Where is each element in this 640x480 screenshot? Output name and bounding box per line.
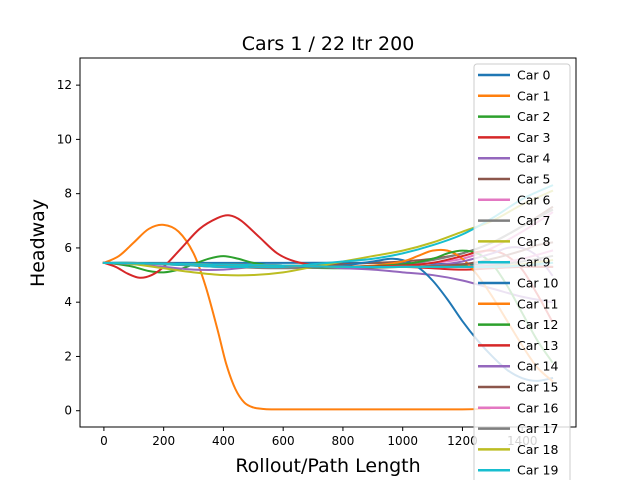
legend-label: Car 14 xyxy=(517,359,558,374)
legend-label: Car 4 xyxy=(517,151,551,166)
x-tick-label: 200 xyxy=(152,434,175,448)
legend-label: Car 7 xyxy=(517,213,550,228)
legend-label: Car 5 xyxy=(517,172,550,187)
x-tick-label: 1200 xyxy=(447,434,478,448)
legend-label: Car 1 xyxy=(517,88,550,103)
series-line-1 xyxy=(102,223,491,411)
legend-label: Car 16 xyxy=(517,400,558,415)
x-tick-label: 600 xyxy=(272,434,295,448)
legend-label: Car 13 xyxy=(517,338,558,353)
y-tick-label: 8 xyxy=(64,187,72,201)
legend-label: Car 10 xyxy=(517,276,558,291)
legend-label: Car 0 xyxy=(517,68,551,83)
y-tick-label: 6 xyxy=(64,241,72,255)
legend-label: Car 2 xyxy=(517,109,550,124)
x-tick-label: 0 xyxy=(100,434,108,448)
y-tick-label: 0 xyxy=(64,404,72,418)
legend-label: Car 9 xyxy=(517,255,551,270)
x-axis-label: Rollout/Path Length xyxy=(235,455,420,477)
legend-label: Car 12 xyxy=(517,317,558,332)
y-tick-label: 12 xyxy=(57,78,72,92)
legend-box xyxy=(473,63,571,480)
legend-label: Car 17 xyxy=(517,421,558,436)
legend-label: Car 18 xyxy=(517,442,558,457)
x-tick-label: 800 xyxy=(331,434,354,448)
legend-label: Car 19 xyxy=(517,463,558,478)
legend-label: Car 8 xyxy=(517,234,551,249)
y-tick-label: 4 xyxy=(64,295,72,309)
series-line-3 xyxy=(102,214,554,279)
x-tick-label: 400 xyxy=(212,434,235,448)
y-axis-label: Headway xyxy=(27,199,49,287)
chart-title: Cars 1 / 22 Itr 200 xyxy=(242,33,415,55)
x-tick-label: 1000 xyxy=(387,434,418,448)
legend-label: Car 3 xyxy=(517,130,550,145)
legend: Car 0 Car 1 Car 2 Car 3 Car 4 Car 5 Car 6 Car 7… xyxy=(473,63,571,480)
y-tick-label: 2 xyxy=(64,349,72,363)
y-axis: 0 2 4 6 8 10 12 xyxy=(57,78,80,418)
x-axis: 0200400600800100012001400 xyxy=(100,427,537,448)
legend-label: Car 15 xyxy=(517,380,558,395)
legend-label: Car 11 xyxy=(517,296,558,311)
y-tick-label: 10 xyxy=(57,132,72,146)
legend-label: Car 6 xyxy=(517,192,551,207)
plot-area xyxy=(79,57,577,428)
